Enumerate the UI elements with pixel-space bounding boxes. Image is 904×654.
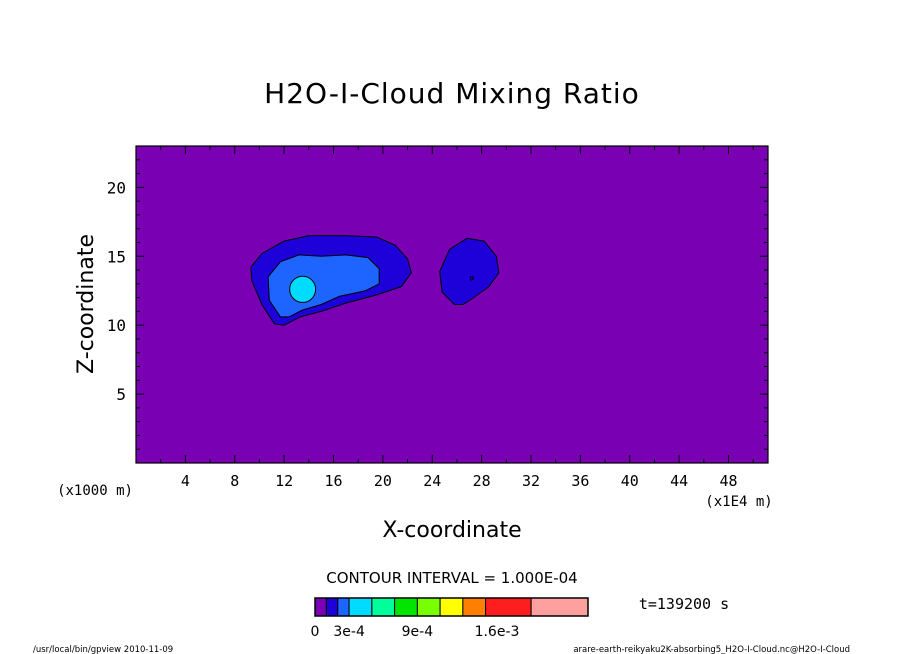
colorbar-swatch [485, 597, 532, 617]
y-tick-label: 15 [107, 247, 126, 266]
colorbar-label: 0 [311, 624, 320, 640]
x-tick-label: 4 [181, 472, 190, 490]
colorbar-swatch [439, 597, 464, 617]
y-axis: 5 10 15 20 [107, 159, 768, 450]
plot-background [136, 146, 768, 463]
x-tick-label: 8 [230, 472, 239, 490]
contour-peak-2 [469, 276, 474, 281]
chart-title: H2O-I-Cloud Mixing Ratio [264, 77, 640, 110]
plot-area [135, 145, 769, 464]
colorbar-swatch [530, 597, 589, 617]
colorbar-swatch [314, 597, 327, 617]
x-tick-label: 40 [621, 472, 639, 490]
x-axis-label: X-coordinate [382, 518, 521, 543]
colorbar-swatch [462, 597, 487, 617]
colorbar-swatch [325, 597, 339, 617]
x-tick-label: 44 [670, 472, 688, 490]
footer-left: /usr/local/bin/gpview 2010-11-09 [33, 645, 173, 654]
x-tick-label: 12 [275, 472, 293, 490]
contour-interval-text: CONTOUR INTERVAL = 1.000E-04 [326, 569, 577, 587]
colorbar-label: 3e-4 [333, 624, 365, 640]
y-tick-label: 5 [116, 385, 126, 404]
x-tick-label: 16 [324, 472, 342, 490]
x-tick-label: 36 [571, 472, 589, 490]
colorbar: 0 3e-4 9e-4 1.6e-3 [311, 597, 589, 640]
x-axis: 4 8 12 16 20 24 28 32 36 40 44 48 [160, 146, 754, 490]
y-axis-label: Z-coordinate [74, 234, 99, 374]
plot-frame [135, 145, 769, 464]
footer-right: arare-earth-reikyaku2K-absorbing5_H2O-I-… [573, 645, 850, 654]
x-tick-label: 48 [719, 472, 737, 490]
colorbar-frame [314, 597, 589, 617]
x-tick-label: 28 [473, 472, 491, 490]
colorbar-swatch [371, 597, 396, 617]
time-text: t=139200 s [639, 595, 729, 613]
contour-peak-1 [289, 275, 317, 303]
colorbar-swatch [337, 597, 350, 617]
x-unit-left: (x1000 m) [57, 483, 133, 499]
colorbar-swatch [348, 597, 373, 617]
x-unit-right: (x1E4 m) [705, 494, 772, 510]
y-tick-label: 10 [107, 316, 126, 335]
contour-region-2 [439, 237, 500, 305]
colorbar-swatch [394, 597, 418, 617]
colorbar-swatch [416, 597, 441, 617]
x-tick-label: 32 [522, 472, 540, 490]
x-tick-label: 20 [374, 472, 392, 490]
contour-region-3 [267, 254, 380, 318]
y-tick-label: 20 [107, 178, 126, 197]
x-tick-label: 24 [423, 472, 441, 490]
colorbar-label: 9e-4 [402, 624, 434, 640]
colorbar-label: 1.6e-3 [475, 624, 520, 640]
